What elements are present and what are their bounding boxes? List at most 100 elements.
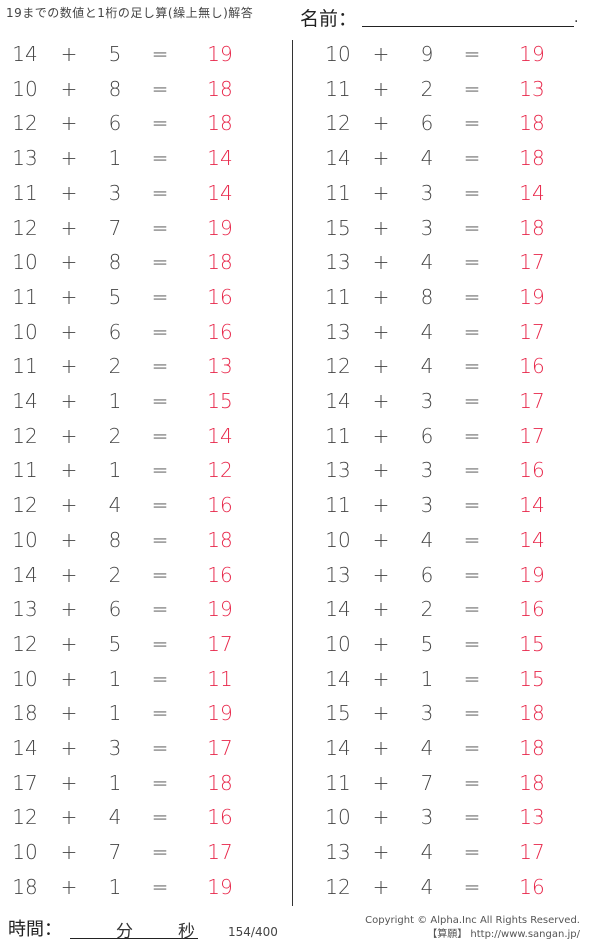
operand-b: 4 (420, 527, 434, 552)
answer: 19 (207, 597, 233, 622)
equals-sign: = (463, 736, 481, 760)
operand-b: 1 (108, 146, 122, 171)
operand-a: 18 (12, 701, 38, 726)
operand-a: 10 (12, 76, 38, 101)
plus-sign: + (372, 215, 390, 240)
operand-b: 8 (108, 76, 122, 101)
equals-sign: = (151, 111, 169, 136)
operand-b: 4 (420, 354, 434, 379)
operand-b: 2 (108, 562, 122, 587)
answer: 18 (207, 250, 233, 275)
operand-a: 13 (325, 319, 351, 344)
equals-sign: = (463, 493, 481, 518)
plus-sign: + (372, 527, 390, 552)
plus-sign: + (60, 354, 78, 379)
equals-sign: = (463, 458, 481, 483)
operand-a: 13 (325, 840, 351, 865)
equals-sign: = (463, 597, 481, 622)
problem-row: 14 +5 = 19 (0, 42, 600, 72)
operand-a: 18 (12, 874, 38, 899)
operand-a: 11 (325, 423, 351, 448)
operand-b: 8 (108, 527, 122, 552)
operand-b: 3 (420, 701, 434, 726)
operand-a: 11 (325, 76, 351, 101)
answer: 19 (207, 215, 233, 240)
equals-sign: = (151, 701, 169, 726)
operand-b: 7 (420, 770, 434, 795)
plus-sign: + (60, 458, 78, 483)
answer: 17 (207, 840, 233, 865)
problem-row: 18 +1 = 19 (0, 875, 600, 905)
equals-sign: = (151, 562, 169, 587)
operand-b: 8 (108, 250, 122, 275)
time-field-line (70, 938, 198, 939)
equals-sign: = (463, 805, 481, 830)
plus-sign: + (372, 666, 390, 691)
operand-a: 11 (12, 458, 38, 483)
operand-b: 1 (108, 458, 122, 483)
answer: 19 (519, 562, 545, 587)
answer: 17 (207, 736, 233, 760)
answer: 16 (519, 597, 545, 622)
answer: 16 (207, 284, 233, 309)
operand-a: 12 (12, 215, 38, 240)
plus-sign: + (372, 458, 390, 483)
equals-sign: = (463, 250, 481, 275)
answer: 19 (207, 42, 233, 66)
operand-a: 12 (12, 493, 38, 518)
problem-row: 12 +4 = 16 (0, 875, 600, 905)
equals-sign: = (463, 284, 481, 309)
problem-row: 14 +4 = 18 (0, 736, 600, 766)
plus-sign: + (60, 389, 78, 413)
operand-a: 10 (325, 631, 351, 656)
operand-b: 4 (420, 874, 434, 899)
plus-sign: + (60, 319, 78, 344)
equals-sign: = (151, 215, 169, 240)
operand-b: 4 (420, 840, 434, 865)
equals-sign: = (151, 180, 169, 205)
operand-a: 12 (12, 111, 38, 136)
equals-sign: = (151, 631, 169, 656)
operand-a: 17 (12, 770, 38, 795)
operand-a: 12 (325, 111, 351, 136)
problem-row: 10 +6 = 16 (0, 320, 600, 350)
operand-a: 10 (12, 250, 38, 275)
operand-a: 11 (12, 354, 38, 379)
answer: 17 (519, 319, 545, 344)
equals-sign: = (151, 76, 169, 101)
answer: 19 (207, 701, 233, 726)
problem-row: 12 +4 = 16 (0, 354, 600, 384)
equals-sign: = (463, 423, 481, 448)
equals-sign: = (151, 770, 169, 795)
problem-row: 12 +5 = 17 (0, 632, 600, 662)
operand-b: 4 (420, 736, 434, 760)
name-label: 名前： (300, 8, 358, 30)
answer: 18 (207, 527, 233, 552)
problem-row: 14 +2 = 16 (0, 563, 600, 593)
plus-sign: + (372, 354, 390, 379)
problem-row: 10 +8 = 18 (0, 250, 600, 280)
equals-sign: = (151, 146, 169, 171)
problem-row: 10 +8 = 18 (0, 528, 600, 558)
problem-row: 11 +8 = 19 (0, 285, 600, 315)
site-link: 【算願】 http://www.sangan.jp/ (427, 929, 580, 940)
equals-sign: = (151, 493, 169, 518)
plus-sign: + (372, 874, 390, 899)
equals-sign: = (463, 562, 481, 587)
operand-b: 6 (108, 111, 122, 136)
operand-a: 11 (325, 493, 351, 518)
plus-sign: + (372, 76, 390, 101)
problem-row: 13 +4 = 17 (0, 320, 600, 350)
plus-sign: + (372, 562, 390, 587)
operand-b: 6 (108, 597, 122, 622)
operand-b: 5 (108, 284, 122, 309)
problem-row: 13 +6 = 19 (0, 597, 600, 627)
answer: 12 (207, 458, 233, 483)
equals-sign: = (463, 180, 481, 205)
equals-sign: = (463, 701, 481, 726)
equals-sign: = (463, 389, 481, 413)
plus-sign: + (60, 111, 78, 136)
equals-sign: = (151, 527, 169, 552)
operand-b: 4 (420, 146, 434, 171)
plus-sign: + (60, 805, 78, 830)
